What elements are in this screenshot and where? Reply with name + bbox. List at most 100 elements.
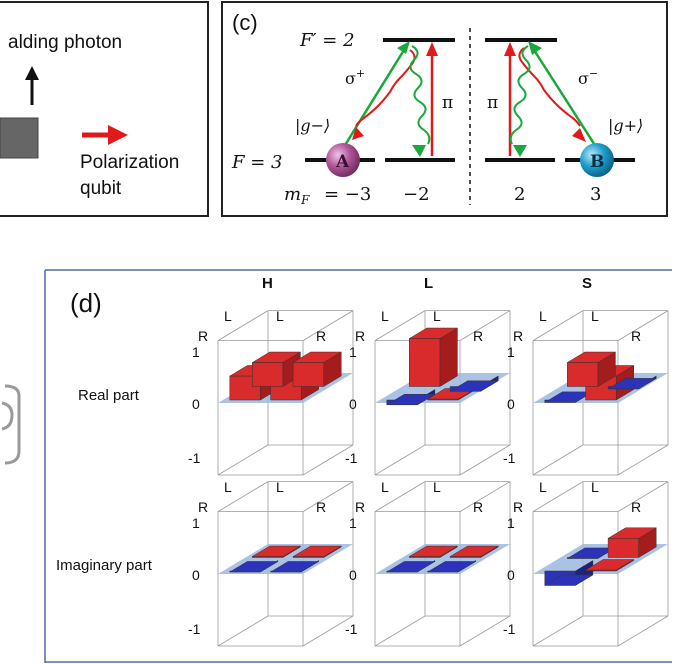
column-header-l: L bbox=[424, 275, 433, 292]
qubit-label: qubit bbox=[80, 178, 122, 199]
heralding-label: alding photon bbox=[8, 32, 122, 53]
left-partial-panel: alding photon Polarization qubit bbox=[0, 1, 209, 217]
panel-d-tag: (d) bbox=[70, 288, 102, 318]
axis-label: R bbox=[513, 499, 523, 515]
box-edge bbox=[217, 444, 269, 476]
pi-left-arrow-head bbox=[426, 42, 438, 56]
wavy-green-right bbox=[509, 45, 531, 145]
box-edge bbox=[617, 615, 669, 647]
source-block bbox=[0, 117, 39, 159]
sigma-minus-arrow-shaft bbox=[532, 49, 600, 151]
box-edge bbox=[217, 481, 269, 512]
box-edge bbox=[532, 310, 584, 341]
box-edge bbox=[374, 310, 426, 341]
bar-top bbox=[385, 394, 436, 406]
box-edge bbox=[459, 444, 511, 476]
axis-label: L bbox=[591, 479, 599, 495]
red-arrow-head bbox=[108, 125, 128, 145]
box-edge bbox=[617, 444, 669, 476]
mf-value-2: 2 bbox=[514, 184, 525, 205]
bar-front bbox=[607, 538, 639, 558]
bar-top bbox=[607, 527, 658, 539]
bar-top bbox=[292, 545, 343, 557]
sigma-plus-arrow-head bbox=[397, 41, 410, 54]
bar-top bbox=[607, 378, 658, 390]
z-tick-label: 0 bbox=[192, 396, 200, 412]
box-edge bbox=[532, 481, 584, 512]
bar-top bbox=[584, 559, 635, 571]
bar-front bbox=[409, 338, 441, 387]
box-edge bbox=[302, 481, 354, 512]
sigma-plus-label: σ+ bbox=[345, 67, 365, 88]
axis-label: L bbox=[381, 308, 389, 324]
ket-g-plus: |g+⟩ bbox=[608, 116, 643, 135]
axis-label: R bbox=[316, 328, 326, 344]
mf-value-minus3: = −3 bbox=[324, 184, 371, 205]
bar-front bbox=[292, 362, 324, 387]
bar-top bbox=[408, 545, 459, 557]
box-edge bbox=[617, 310, 669, 341]
z-tick-label: -1 bbox=[188, 450, 201, 466]
wavy-green-right-head bbox=[513, 145, 527, 157]
bar-top bbox=[543, 574, 594, 586]
atom-b bbox=[580, 143, 614, 177]
box-edge bbox=[217, 310, 269, 341]
box-edge bbox=[532, 615, 584, 647]
column-header-s: S bbox=[582, 275, 592, 292]
box-edge bbox=[217, 615, 269, 647]
z-tick-label: 1 bbox=[507, 515, 515, 531]
box-edge bbox=[374, 444, 426, 476]
left-panel-frame bbox=[0, 1, 209, 217]
wavy-green-left bbox=[409, 45, 431, 145]
z-tick-label: -1 bbox=[345, 621, 358, 637]
axis-label: R bbox=[198, 499, 208, 515]
bar-top bbox=[449, 380, 500, 392]
panel-c-frame bbox=[221, 1, 668, 217]
bar-top bbox=[269, 561, 320, 573]
sigma-plus-arrow-shaft bbox=[340, 49, 406, 151]
bar-front bbox=[567, 362, 599, 387]
box-edge bbox=[374, 481, 426, 512]
row-label-real: Real part bbox=[78, 387, 140, 404]
axis-label: R bbox=[316, 499, 326, 515]
pi-right-arrow-head bbox=[504, 42, 516, 56]
z-tick-label: 1 bbox=[192, 344, 200, 360]
box-edge bbox=[617, 481, 669, 512]
axis-label: R bbox=[631, 328, 641, 344]
z-tick-label: 0 bbox=[349, 396, 357, 412]
column-header-h: H bbox=[262, 275, 273, 292]
bar-top bbox=[426, 561, 477, 573]
axis-label: L bbox=[539, 479, 547, 495]
wavy-red-right bbox=[518, 47, 581, 127]
axis-label: R bbox=[513, 328, 523, 344]
bar-front bbox=[252, 362, 284, 387]
f-prime-label: F′ = 2 bbox=[299, 30, 355, 51]
panel-c-tag: (c) bbox=[232, 10, 258, 35]
pi-label-right: π bbox=[487, 93, 498, 113]
mf-label: mF bbox=[284, 184, 310, 207]
z-tick-label: 0 bbox=[507, 567, 515, 583]
axis-label: R bbox=[473, 328, 483, 344]
panel-d: (d) H L S Real part Imaginary part RL LR1… bbox=[1, 269, 672, 663]
z-tick-label: 1 bbox=[507, 344, 515, 360]
axis-label: L bbox=[433, 308, 441, 324]
axis-label: R bbox=[631, 499, 641, 515]
z-tick-label: 1 bbox=[349, 515, 357, 531]
sigma-minus-label: σ− bbox=[578, 67, 598, 88]
box-edge bbox=[532, 444, 584, 476]
axis-label: R bbox=[473, 499, 483, 515]
box-edge bbox=[459, 615, 511, 647]
polarization-label: Polarization bbox=[80, 152, 179, 173]
mf-value-minus2: −2 bbox=[403, 184, 430, 205]
axis-label: R bbox=[355, 499, 365, 515]
axis-label: L bbox=[433, 479, 441, 495]
wavy-green-left-head bbox=[412, 145, 426, 157]
panel-c: (c) F′ = 2 F = 3 bbox=[221, 1, 668, 217]
row-label-imaginary: Imaginary part bbox=[56, 557, 153, 574]
z-tick-label: 1 bbox=[349, 344, 357, 360]
